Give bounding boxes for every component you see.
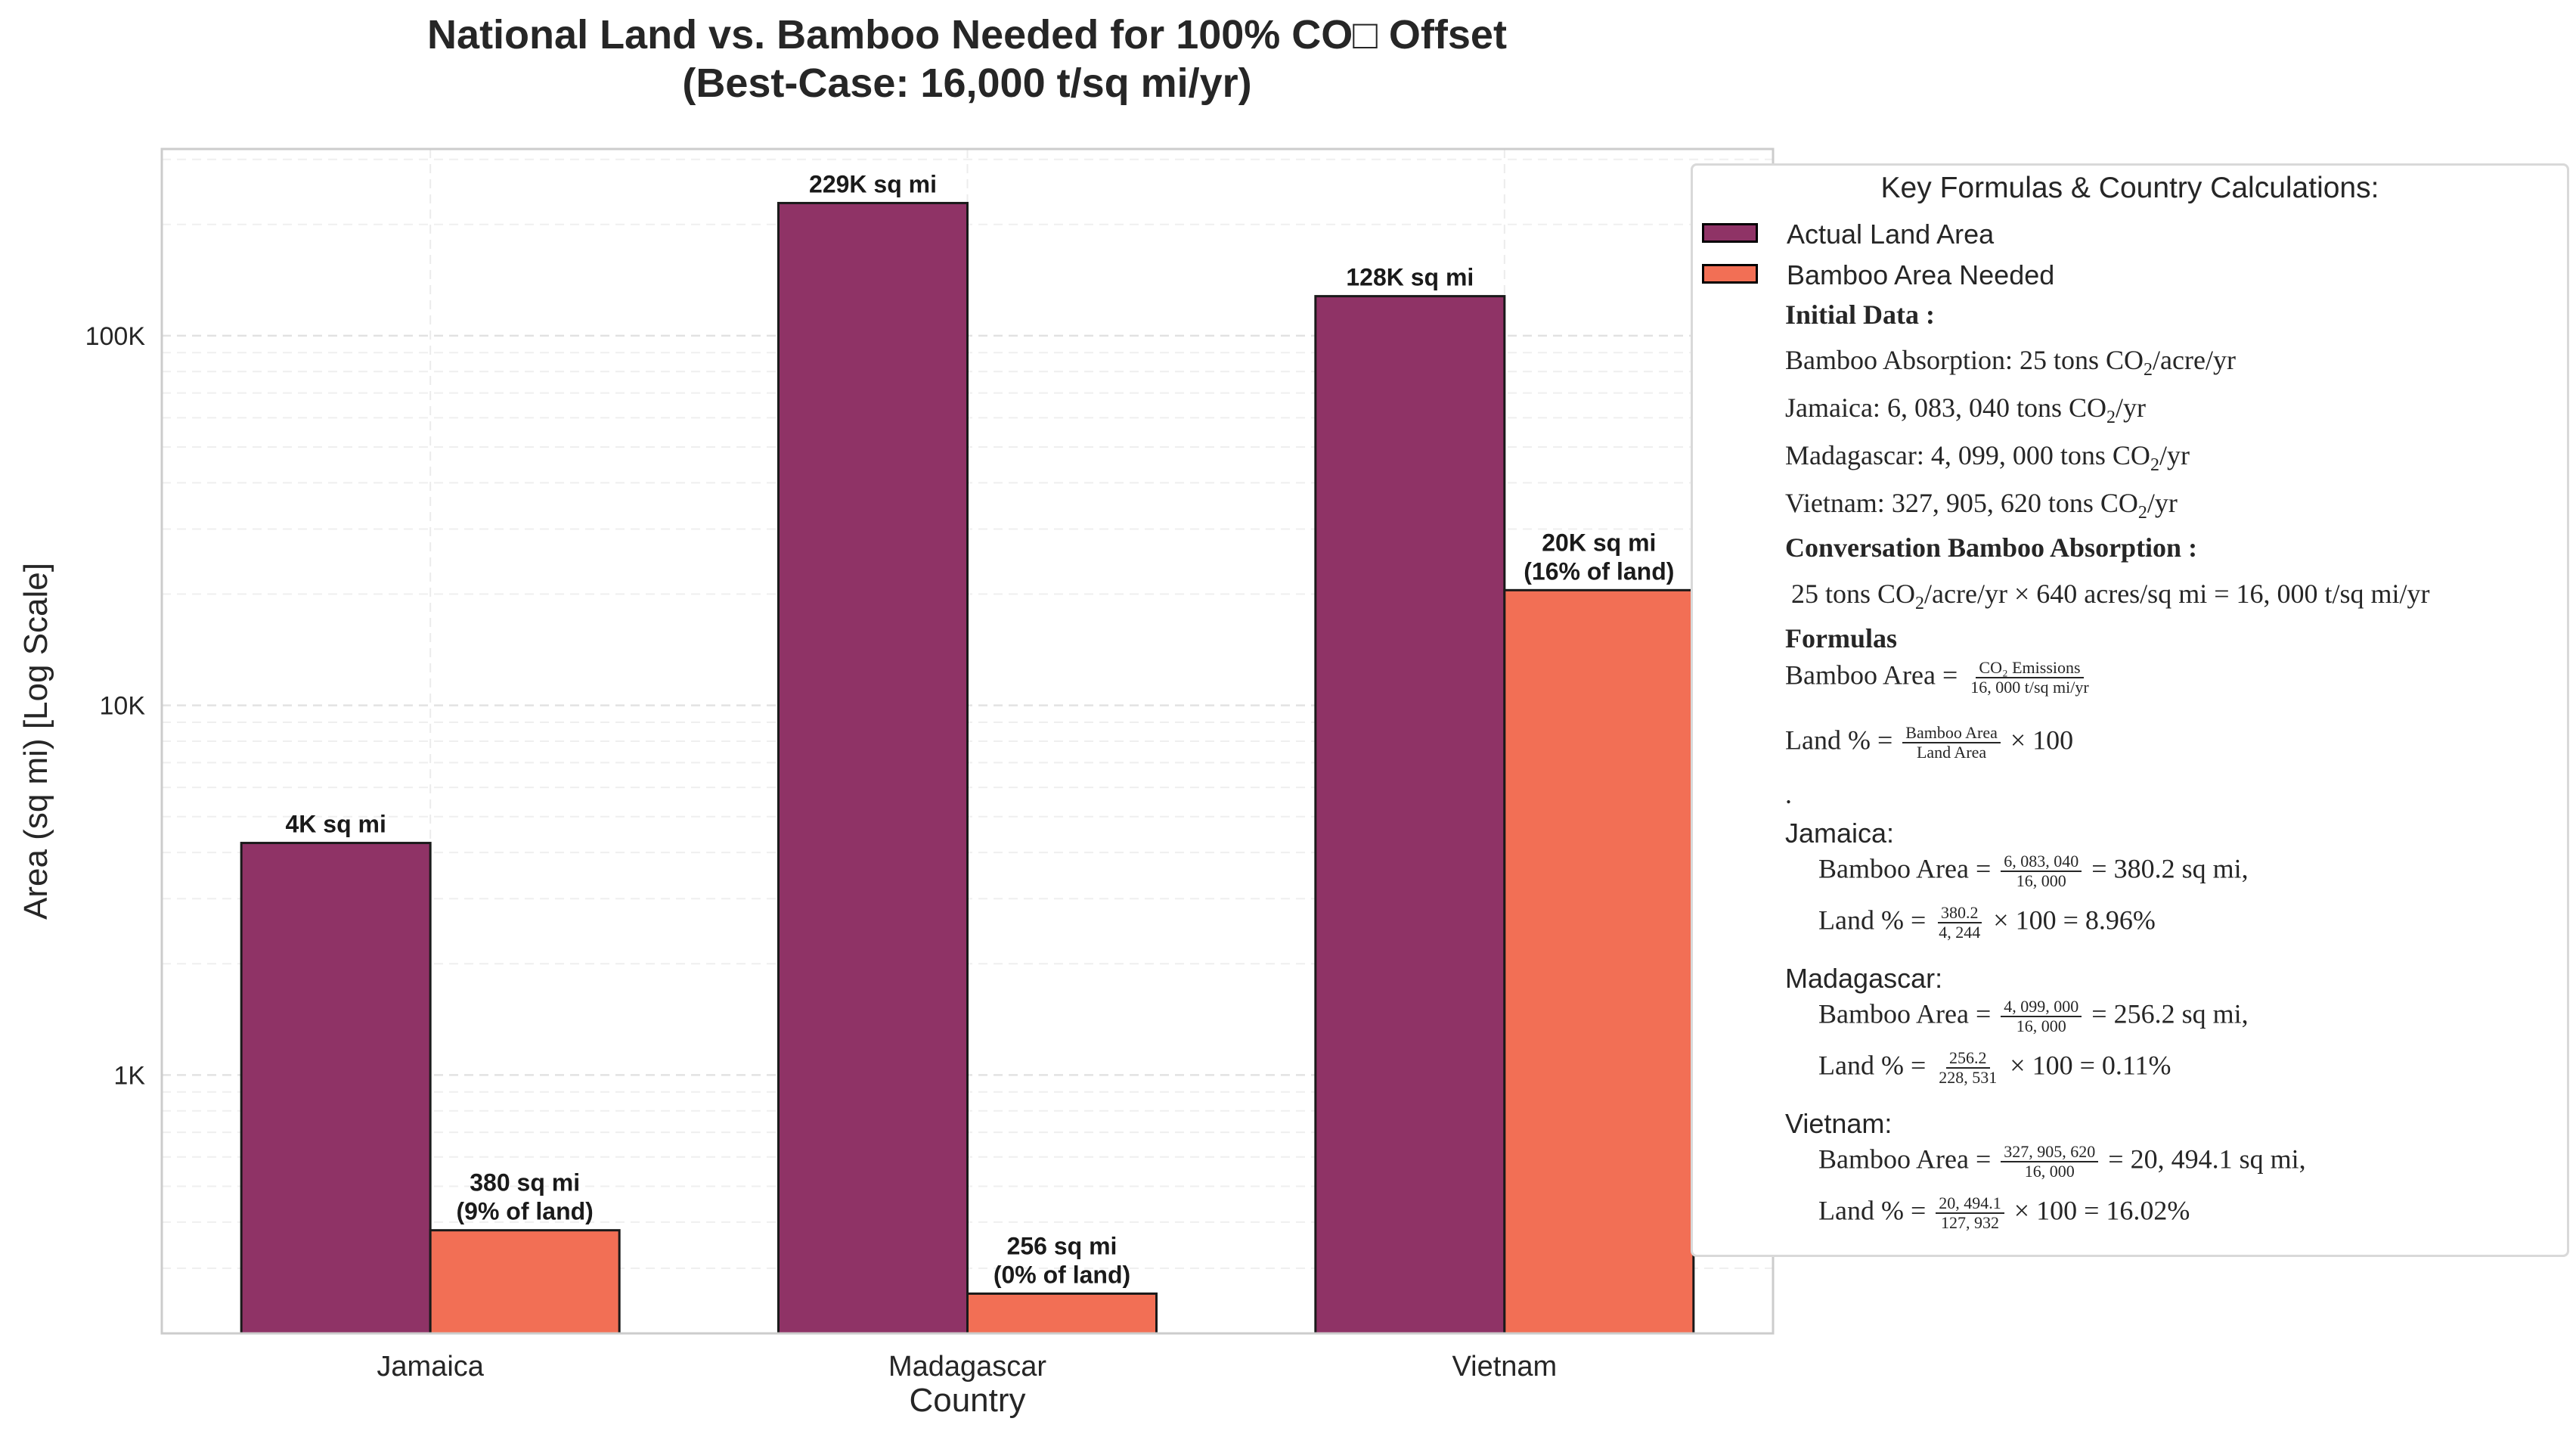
vietnam-emissions-line: Vietnam: 327, 905, 620 tons CO2/yr — [1785, 488, 2178, 523]
vietnam-heading: Vietnam: — [1785, 1108, 1892, 1139]
y-tick-label: 100K — [85, 322, 146, 351]
chart-title: National Land vs. Bamboo Needed for 100%… — [427, 12, 1507, 57]
bamboo-area-formula: Bamboo Area = CO₂ Emissions 16, 000 t/sq … — [1785, 658, 2089, 697]
bar-bamboo-vietnam — [1503, 588, 1695, 1335]
conversion-line: 25 tons CO2/acre/yr × 640 acres/sq mi = … — [1791, 579, 2430, 614]
bar-value-label: (9% of land) — [457, 1198, 594, 1225]
bamboo-absorption-line: Bamboo Absorption: 25 tons CO2/acre/yr — [1785, 345, 2236, 380]
y-tick-label: 10K — [100, 692, 146, 721]
bar-bamboo-jamaica — [429, 1229, 621, 1335]
jamaica-heading: Jamaica: — [1785, 818, 1895, 849]
x-tick-label: Jamaica — [377, 1351, 484, 1383]
formulas-heading: Formulas — [1785, 623, 1897, 653]
jamaica-bamboo-calc: Bamboo Area = 6, 083, 040 16, 000 = 380.2… — [1818, 852, 2249, 890]
bar-value-label: 20K sq mi — [1542, 529, 1656, 556]
legend-swatch-land — [1702, 223, 1758, 243]
legend-title: Key Formulas & Country Calculations: — [1880, 172, 2379, 204]
chart-subtitle: (Best-Case: 16,000 t/sq mi/yr) — [682, 61, 1252, 106]
initial-data-heading: Initial Data : — [1785, 300, 1936, 330]
bar-value-label: 229K sq mi — [809, 170, 937, 197]
bar-value-label: 256 sq mi — [1007, 1232, 1118, 1259]
jamaica-emissions-line: Jamaica: 6, 083, 040 tons CO2/yr — [1785, 393, 2146, 428]
x-tick-label: Madagascar — [888, 1351, 1046, 1383]
legend-box: Key Formulas & Country Calculations: Act… — [1691, 163, 2569, 1257]
bar-land-madagascar — [777, 201, 969, 1335]
legend-swatch-bamboo — [1702, 264, 1758, 284]
bar-value-label: (0% of land) — [994, 1261, 1130, 1288]
bar-value-label: (16% of land) — [1524, 557, 1674, 585]
jamaica-land-calc: Land % = 380.2 4, 244 × 100 = 8.96% — [1818, 903, 2156, 942]
bar-land-jamaica — [240, 842, 432, 1335]
bar-land-vietnam — [1314, 295, 1506, 1335]
x-tick-label: Vietnam — [1452, 1351, 1557, 1383]
madagascar-emissions-line: Madagascar: 4, 099, 000 tons CO2/yr — [1785, 440, 2190, 476]
x-axis-label: Country — [909, 1382, 1025, 1419]
legend-label-land: Actual Land Area — [1787, 219, 1995, 250]
y-tick-label: 1K — [113, 1061, 145, 1090]
bar-bamboo-madagascar — [966, 1292, 1158, 1335]
vietnam-bamboo-calc: Bamboo Area = 327, 905, 620 16, 000 = 20,… — [1818, 1142, 2306, 1181]
dot-separator: . — [1785, 779, 1792, 809]
conversion-heading: Conversation Bamboo Absorption : — [1785, 532, 2198, 563]
vietnam-land-calc: Land % = 20, 494.1 127, 932 × 100 = 16.02… — [1818, 1193, 2190, 1232]
bar-value-label: 380 sq mi — [470, 1169, 580, 1196]
madagascar-land-calc: Land % = 256.2 228, 531 × 100 = 0.11% — [1818, 1048, 2171, 1087]
bar-value-label: 4K sq mi — [285, 811, 386, 838]
madagascar-heading: Madagascar: — [1785, 963, 1943, 994]
y-axis-label: Area (sq mi) [Log Scale] — [17, 563, 54, 920]
bar-value-label: 128K sq mi — [1346, 264, 1474, 291]
madagascar-bamboo-calc: Bamboo Area = 4, 099, 000 16, 000 = 256.2… — [1818, 997, 2249, 1035]
legend-label-bamboo: Bamboo Area Needed — [1787, 259, 2055, 290]
land-pct-formula: Land % = Bamboo Area Land Area × 100 — [1785, 723, 2074, 762]
